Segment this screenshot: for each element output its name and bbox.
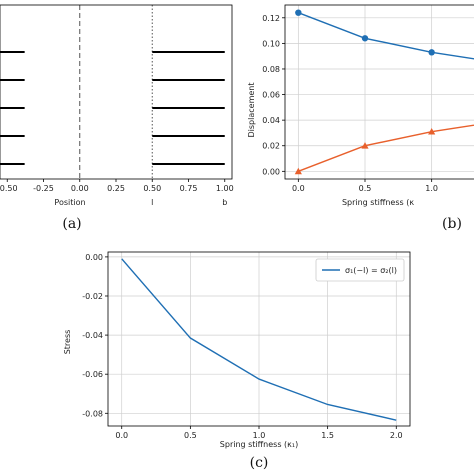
y-tick-label: 0.04 <box>262 116 280 125</box>
panel-a-label: (a) <box>62 216 81 232</box>
panel-c-legend: σ₁(−l) = σ₂(l) <box>315 258 405 282</box>
y-tick-label: -0.02 <box>82 292 103 301</box>
data-point-triangle <box>428 128 436 135</box>
x-tick-label: 0.5 <box>359 184 372 193</box>
series-line-2 <box>298 124 474 172</box>
x-tick-label: 1.0 <box>425 184 438 193</box>
legend-entry-label: σ₁(−l) = σ₂(l) <box>345 266 397 275</box>
series-line-stress <box>121 258 397 421</box>
data-point-triangle <box>294 167 302 175</box>
x-tick-label: 0.0 <box>292 184 305 193</box>
y-tick-label: 0.12 <box>262 14 280 23</box>
series-line-1 <box>298 12 474 60</box>
y-tick-label: 0.10 <box>262 39 280 48</box>
panel-b-xlabel: Spring stiffness (κ <box>342 198 414 207</box>
y-tick-label: -0.08 <box>82 409 103 418</box>
panel-b-grid <box>285 5 474 179</box>
x-tick-label: 0.50 <box>143 184 161 193</box>
x-tick-label: 2.0 <box>390 431 403 440</box>
panel-c-ticks: 0.0 0.5 1.0 1.5 2.0 0.00 -0.02 -0.04 -0.06 -0.08 <box>82 253 402 440</box>
x-tick-label: 0.5 <box>184 431 197 440</box>
data-point-triangle <box>361 142 369 149</box>
x-tick-label: 0.75 <box>180 184 198 193</box>
panel-a-frame <box>0 4 233 180</box>
extra-label: l <box>151 198 153 207</box>
x-tick-label: -0.25 <box>33 184 54 193</box>
extra-label: b <box>222 198 227 207</box>
panel-b-ticks: 0.0 0.5 1.0 0.00 0.02 0.04 0.06 0.08 0.10 0.12 <box>262 14 438 193</box>
x-tick-label: 1.00 <box>216 184 234 193</box>
y-tick-label: 0.02 <box>262 142 280 151</box>
panel-c-label: (c) <box>250 455 269 471</box>
y-tick-label: 0.06 <box>262 91 280 100</box>
panel-a-plot-area <box>0 5 225 179</box>
y-tick-label: 0.00 <box>262 167 280 176</box>
x-tick-label: 0.00 <box>71 184 89 193</box>
data-point-circle <box>361 35 369 42</box>
panel-b-ylabel: Displacement <box>247 83 256 138</box>
data-point-circle <box>428 49 435 56</box>
y-tick-label: 0.00 <box>85 253 103 262</box>
panel-b-label: (b) <box>442 216 462 232</box>
x-tick-label: 0.0 <box>115 431 128 440</box>
panel-a: -0.50-0.250.000.250.500.751.00 Position … <box>0 4 234 232</box>
panel-c-xlabel: Spring stiffness (κ₁) <box>220 440 298 449</box>
panel-a-x-ticks: -0.50 -0.25 0.00 0.25 0.50 0.75 1.00 <box>0 179 234 193</box>
panel-b-plot-area <box>294 9 474 175</box>
panel-c-ylabel: Stress <box>63 330 72 355</box>
data-point-circle <box>295 9 302 16</box>
panel-b-frame <box>284 4 474 180</box>
y-tick-label: -0.04 <box>82 331 103 340</box>
panel-a-xlabel: Position <box>54 198 85 207</box>
legend-box <box>315 258 405 282</box>
panel-c-grid <box>108 252 410 426</box>
x-tick-label: 1.0 <box>253 431 266 440</box>
panel-c-plot-area <box>121 258 397 421</box>
y-tick-label: -0.06 <box>82 370 103 379</box>
x-tick-label: 1.5 <box>321 431 334 440</box>
x-tick-label: 0.25 <box>107 184 125 193</box>
panel-c: 0.0 0.5 1.0 1.5 2.00.00-0.02-0.04-0.06-0.08 … <box>63 251 411 471</box>
y-tick-label: 0.08 <box>262 65 280 74</box>
x-tick-label: -0.50 <box>0 184 18 193</box>
panel-b: 0.0 0.5 1.0 0.00 0.02 0.04 0.06 0.08 0.10 0.12 Di… <box>247 4 474 232</box>
